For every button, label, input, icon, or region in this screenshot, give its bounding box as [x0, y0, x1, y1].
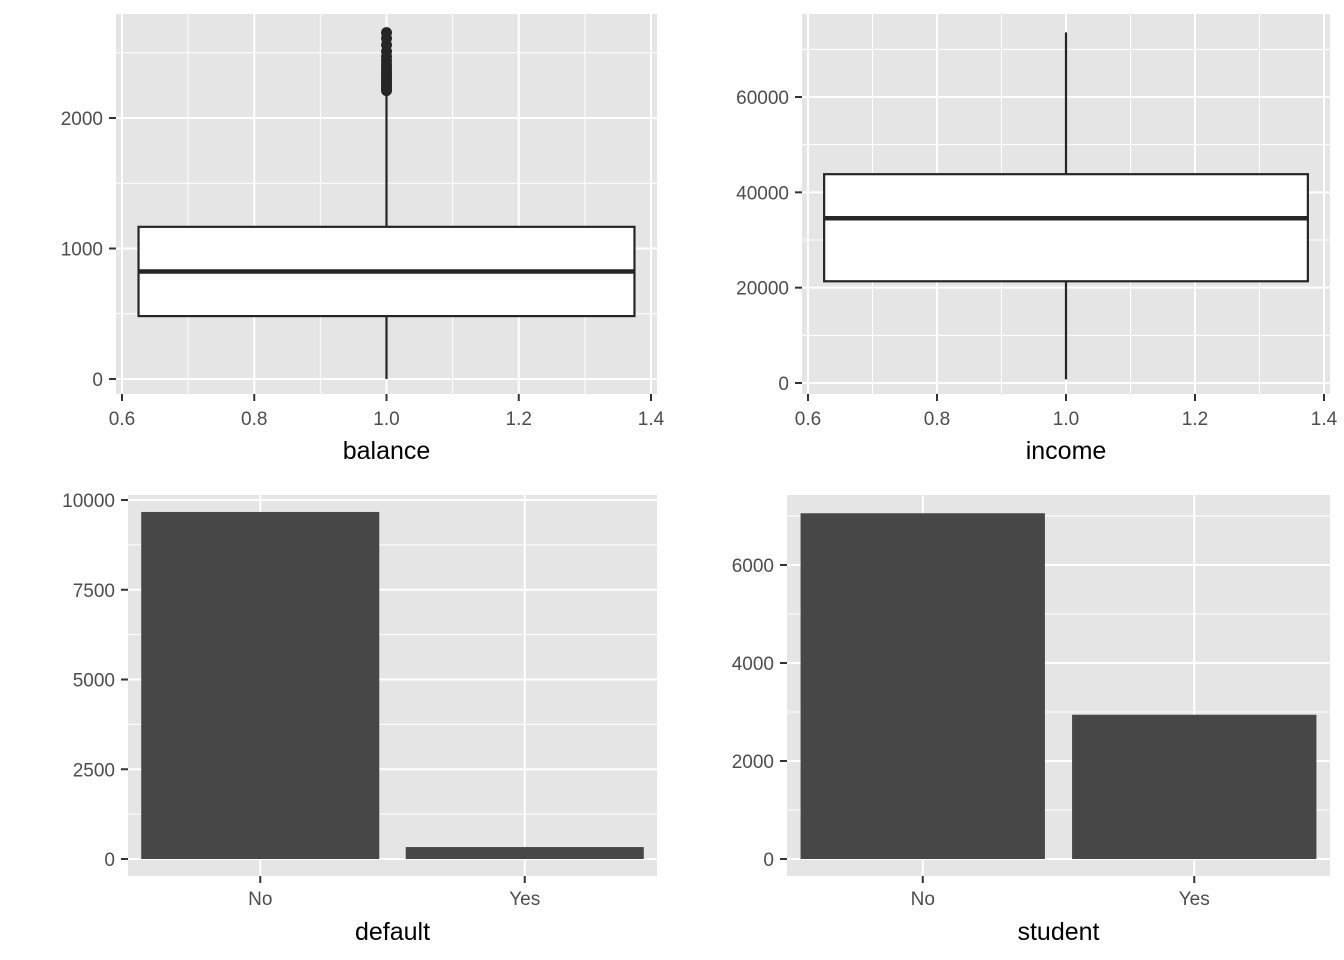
x-tick-label: Yes: [1179, 889, 1210, 910]
axes: 0 1000 2000 0.6 0.8 1.0 1.2 1.4: [61, 109, 665, 430]
bar-no: [800, 513, 1045, 859]
y-tick-label: 20000: [736, 279, 789, 300]
panel-student-barchart: 0 2000 4000 6000 No Yes student: [732, 495, 1330, 946]
y-tick-label: 1000: [61, 240, 103, 261]
y-tick-label: 2000: [732, 752, 774, 773]
y-tick-label: 0: [92, 370, 103, 391]
axes: 0 2000 4000 6000 No Yes: [732, 556, 1210, 910]
x-tick-label: No: [248, 889, 272, 910]
boxplot: [137, 27, 636, 379]
x-tick-label: No: [911, 889, 935, 910]
y-tick-label: 60000: [736, 88, 789, 109]
y-tick-label: 7500: [73, 581, 115, 602]
y-tick-label: 40000: [736, 183, 789, 204]
y-tick-label: 2500: [73, 760, 115, 781]
panel-income-boxplot: 0 20000 40000 60000 0.6 0.8 1.0 1.2 1.4 income: [736, 14, 1338, 465]
y-tick-label: 5000: [73, 671, 115, 692]
panel-default-barchart: 0 2500 5000 7500 10000 No Yes default: [62, 491, 657, 946]
y-tick-label: 2000: [61, 109, 103, 130]
panel-balance-boxplot: 0 1000 2000 0.6 0.8 1.0 1.2 1.4 balance: [61, 14, 665, 465]
x-tick-label: 0.6: [109, 409, 135, 430]
bar-yes: [1072, 714, 1317, 859]
x-tick-label: 0.8: [924, 409, 950, 430]
bars: [141, 511, 644, 859]
x-tick-label: 1.0: [373, 409, 399, 430]
x-tick-label: 1.4: [1311, 409, 1338, 430]
outlier-point: [381, 27, 392, 39]
x-tick-label: 0.8: [241, 409, 267, 430]
bar-no: [141, 511, 380, 859]
y-tick-label: 4000: [732, 654, 774, 675]
axes: 0 2500 5000 7500 10000 No Yes: [62, 491, 540, 910]
y-tick-label: 0: [104, 850, 115, 871]
x-axis-title: balance: [343, 437, 431, 465]
x-tick-label: 0.6: [795, 409, 821, 430]
axes: 0 20000 40000 60000 0.6 0.8 1.0 1.2 1.4: [736, 88, 1337, 430]
y-tick-label: 6000: [732, 556, 774, 577]
x-tick-label: Yes: [509, 889, 540, 910]
y-tick-label: 0: [763, 850, 774, 871]
x-tick-label: 1.2: [1182, 409, 1208, 430]
x-tick-label: 1.2: [506, 409, 532, 430]
bars: [800, 513, 1317, 859]
x-tick-label: 1.4: [638, 409, 665, 430]
boxplot: [823, 32, 1309, 380]
x-axis-title: income: [1026, 437, 1107, 465]
y-tick-label: 0: [778, 374, 789, 395]
x-axis-title: student: [1017, 918, 1099, 946]
y-tick-label: 10000: [62, 491, 115, 512]
interquartile-box: [823, 173, 1309, 283]
x-axis-title: default: [355, 918, 430, 946]
x-tick-label: 1.0: [1053, 409, 1079, 430]
bar-yes: [405, 847, 644, 859]
